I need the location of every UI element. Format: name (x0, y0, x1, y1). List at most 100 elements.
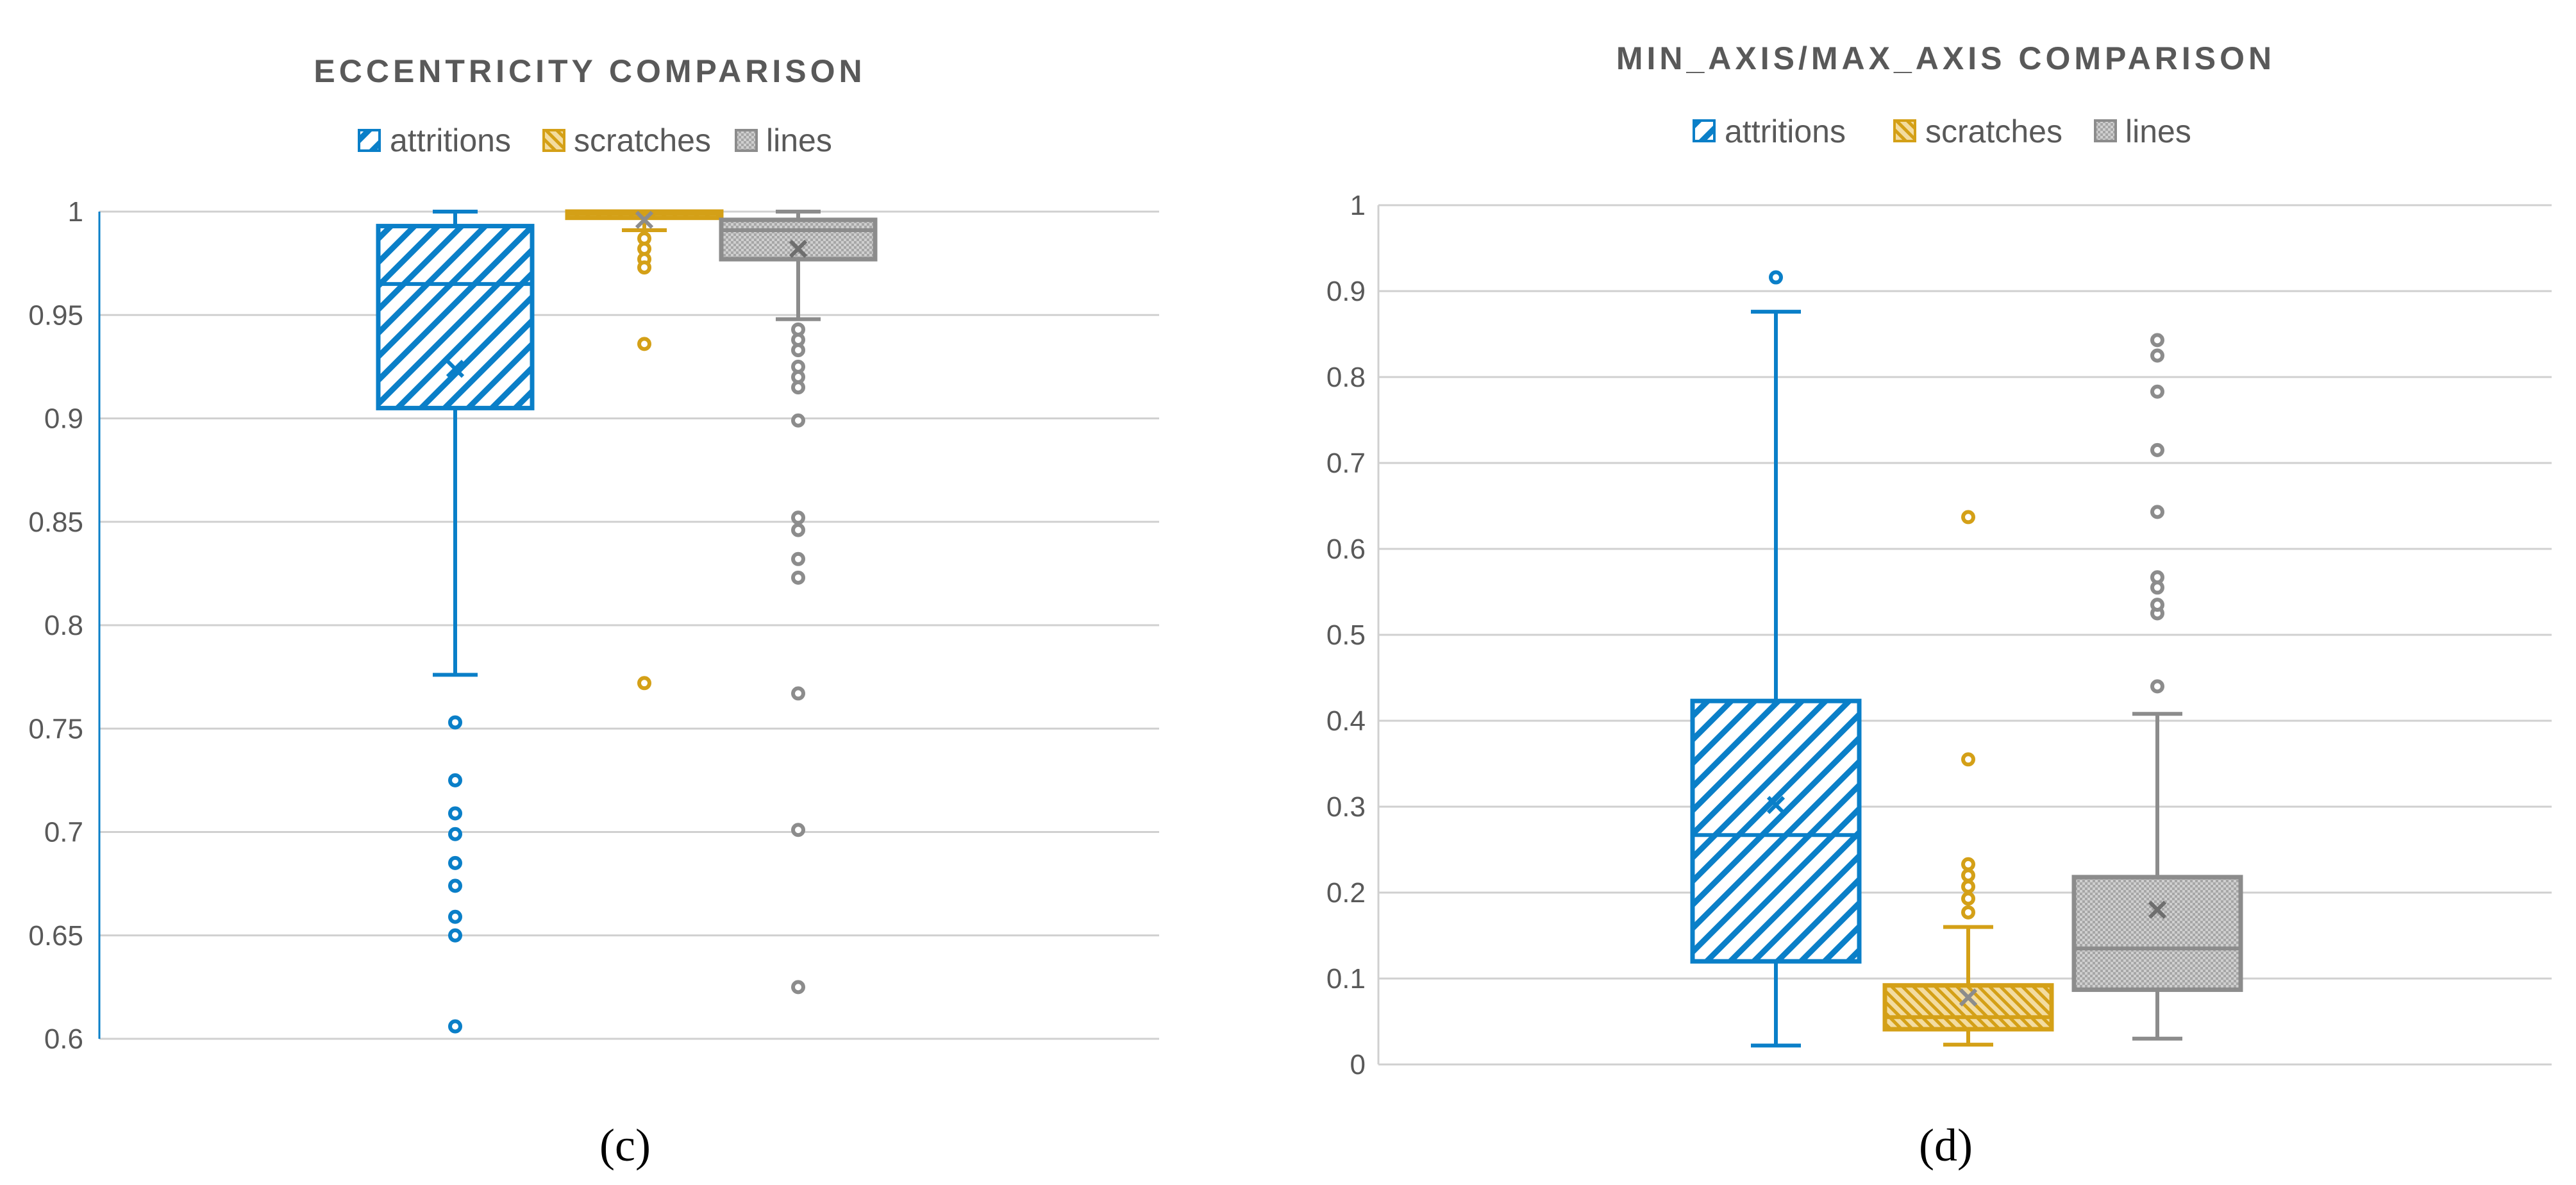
outlier-point (2150, 598, 2164, 612)
y-tick-label: 0.5 (1326, 619, 1366, 651)
outlier-point (1961, 868, 1975, 883)
mean-marker (635, 210, 654, 230)
outlier-point (1961, 891, 1975, 906)
outlier-point (791, 523, 805, 537)
outlier-point (448, 806, 462, 821)
legend-entry-attritions: attritions (358, 122, 511, 158)
legend-swatch-scratches (542, 129, 565, 152)
outlier-point (791, 343, 805, 358)
y-tick-label: 0.3 (1326, 791, 1366, 823)
outlier-point (791, 380, 805, 395)
outlier-point (637, 676, 651, 691)
outlier-point (448, 909, 462, 924)
y-tick-label: 0.2 (1326, 877, 1366, 909)
chart-title: ECCENTRICITY COMPARISON (314, 53, 866, 89)
y-tick-label: 0.7 (44, 817, 83, 848)
box-iqr (2071, 875, 2243, 992)
legend-label-scratches: scratches (1925, 113, 2062, 149)
legend-swatch-attritions (358, 129, 381, 152)
mean-marker (2148, 900, 2167, 919)
outlier-point (791, 686, 805, 701)
y-tick-label: 0.8 (1326, 362, 1366, 393)
legend-swatch-scratches (1893, 119, 1916, 142)
y-tick-label: 0.6 (44, 1023, 83, 1055)
outlier-point (448, 773, 462, 787)
legend-entry-scratches: scratches (542, 122, 711, 158)
panel-label: (d) (1919, 1120, 1973, 1171)
legend-entry-lines: lines (735, 122, 832, 158)
y-tick-label: 0 (1350, 1049, 1366, 1080)
mean-marker (789, 239, 808, 258)
plot-area: 0 0.1 0.2 0.3 0.4 0.5 0.6 0.7 0.8 0.9 1 (1326, 190, 2552, 1080)
legend-label-attritions: attritions (1725, 113, 1846, 149)
outlier-point (1961, 879, 1975, 894)
legend-swatch-lines (735, 129, 758, 152)
legend-label-scratches: scratches (574, 122, 711, 158)
legend-label-attritions: attritions (390, 122, 511, 158)
outlier-point (637, 260, 651, 275)
legend-entry-attritions: attritions (1693, 113, 1846, 149)
chart-panel-c: ECCENTRICITY COMPARISON attritions scrat… (28, 53, 1159, 1171)
box-attritions (376, 210, 535, 1034)
y-tick-label: 0.85 (28, 507, 83, 538)
outlier-point (1961, 752, 1975, 767)
box-lines (2071, 333, 2243, 1041)
outlier-point (2150, 505, 2164, 519)
y-tick-label: 0.9 (44, 403, 83, 435)
outlier-point (791, 980, 805, 995)
outlier-point (1961, 905, 1975, 920)
y-tick-label: 0.75 (28, 713, 83, 744)
box-scratches (565, 209, 724, 691)
box-iqr (1882, 983, 2054, 1032)
y-tick-label: 0.6 (1326, 534, 1366, 565)
box-iqr (719, 217, 878, 262)
plot-area: 0.6 0.65 0.7 0.75 0.8 0.85 0.9 0.95 1 (28, 196, 1159, 1055)
outlier-point (791, 823, 805, 837)
chart-title: MIN_AXIS/MAX_AXIS COMPARISON (1616, 40, 2275, 76)
legend-entry-scratches: scratches (1893, 113, 2062, 149)
outlier-point (791, 551, 805, 566)
chart-panel-d: MIN_AXIS/MAX_AXIS COMPARISON attritions … (1326, 40, 2552, 1171)
outlier-point (448, 1019, 462, 1034)
outlier-point (1961, 510, 1975, 525)
mean-marker (1766, 796, 1786, 814)
outlier-point (791, 570, 805, 585)
y-tick-label: 0.4 (1326, 705, 1366, 737)
outlier-point (2150, 384, 2164, 399)
box-iqr (1690, 698, 1862, 964)
outlier-point (448, 855, 462, 870)
mean-marker (1959, 988, 1978, 1007)
box-scratches (1882, 510, 2054, 1047)
outlier-point (448, 928, 462, 943)
legend-label-lines: lines (2125, 113, 2191, 149)
panel-label: (c) (599, 1120, 651, 1171)
y-tick-label: 1 (1350, 190, 1366, 221)
box-attritions (1690, 270, 1862, 1048)
outlier-point (637, 337, 651, 351)
outlier-point (2150, 333, 2164, 348)
outlier-point (2150, 679, 2164, 694)
legend: attritions scratches lines (358, 122, 832, 158)
legend-swatch-attritions (1693, 119, 1716, 142)
legend-swatch-lines (2094, 119, 2117, 142)
outlier-point (791, 413, 805, 428)
outlier-point (2150, 348, 2164, 363)
y-tick-label: 0.1 (1326, 963, 1366, 995)
outlier-point (791, 510, 805, 525)
y-tick-label: 0.95 (28, 299, 83, 331)
outlier-point (448, 878, 462, 893)
y-tick-label: 0.7 (1326, 448, 1366, 479)
outlier-point (1769, 270, 1783, 285)
box-lines (719, 210, 878, 995)
y-tick-label: 0.8 (44, 610, 83, 641)
outlier-point (448, 715, 462, 730)
outlier-point (448, 827, 462, 841)
mean-marker (446, 359, 465, 378)
y-tick-label: 1 (68, 196, 83, 228)
y-tick-label: 0.65 (28, 920, 83, 952)
y-tick-label: 0.9 (1326, 276, 1366, 307)
outlier-point (2150, 570, 2164, 585)
outlier-point (1961, 857, 1975, 871)
box-iqr (376, 224, 535, 410)
